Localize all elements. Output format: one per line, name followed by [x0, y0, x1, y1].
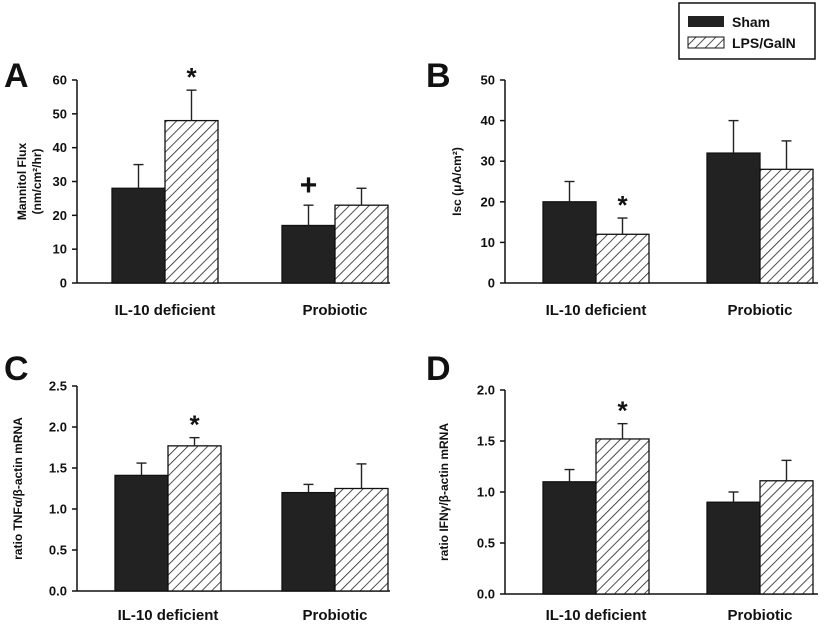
panel-letter: C: [4, 350, 29, 388]
significance-asterisk: *: [617, 396, 628, 426]
panel-d: D 0.0 0.5 1.0 1.5 2.0 ratio IFNγ/β-actin mRNA I…: [426, 350, 818, 624]
y-axis-title: Mannitol Flux(nm/cm²/hr): [15, 143, 44, 221]
y-tick-label: 60: [53, 73, 67, 88]
bar-lps-galn: [595, 438, 650, 595]
category-label: IL-10 deficient: [115, 302, 216, 319]
y-tick-label: 1.0: [49, 502, 67, 517]
y-axis-title: ratio IFNγ/β-actin mRNA: [437, 423, 451, 561]
bar-lps-galn: [167, 445, 222, 592]
y-tick-label: 30: [481, 154, 495, 169]
panel-letter: B: [426, 57, 451, 95]
category-label: IL-10 deficient: [546, 607, 647, 624]
bar-lps-galn: [334, 487, 389, 592]
significance-asterisk: *: [617, 190, 628, 220]
bar-sham: [111, 187, 166, 284]
y-tick-label: 50: [53, 106, 67, 121]
y-axis-title-line1: Mannitol Flux: [15, 143, 29, 221]
y-tick-label: 2.0: [49, 420, 67, 435]
category-label: Probiotic: [302, 607, 367, 624]
category-label: Probiotic: [727, 607, 792, 624]
y-axis-title-line2: (nm/cm²/hr): [30, 148, 44, 214]
y-tick-label: 40: [53, 140, 67, 155]
y-tick-label: 0.5: [49, 543, 67, 558]
bar-sham: [706, 501, 761, 595]
bar-lps-galn: [759, 480, 814, 595]
y-tick-label: 2.5: [49, 379, 67, 394]
bar-sham: [542, 481, 597, 595]
panel-letter: A: [4, 57, 29, 95]
y-tick-label: 0.0: [477, 587, 495, 602]
bar-sham: [281, 224, 336, 284]
y-tick-label: 50: [481, 73, 495, 88]
y-tick-label: 1.5: [49, 461, 67, 476]
y-tick-label: 0: [488, 276, 495, 291]
bar-lps-galn: [759, 168, 814, 284]
y-tick-label: 10: [53, 242, 67, 257]
y-tick-label: 2.0: [477, 383, 495, 398]
significance-asterisk: *: [186, 62, 197, 92]
y-axis-title: Isc (μA/cm²): [450, 147, 464, 216]
y-tick-label: 20: [53, 208, 67, 223]
category-label: IL-10 deficient: [546, 302, 647, 319]
y-tick-label: 30: [53, 174, 67, 189]
y-tick-label: 40: [481, 113, 495, 128]
panel-a: A 0 10 20 30 40 50 60 Mannitol Flux(nm/cm²/hr) IL…: [4, 57, 390, 319]
category-label: Probiotic: [302, 302, 367, 319]
y-tick-label: 1.5: [477, 434, 495, 449]
legend-box: [678, 2, 816, 60]
panel-letter: D: [426, 350, 451, 388]
bar-sham: [542, 201, 597, 284]
bar-sham: [281, 491, 336, 592]
y-axis-title: ratio TNFα/β-actin mRNA: [11, 417, 25, 560]
legend: Sham LPS/GalN: [678, 2, 816, 60]
y-tick-label: 20: [481, 194, 495, 209]
panel-b: B 0 10 20 30 40 50 Isc (μA/cm²) IL-10 deficient P…: [426, 57, 818, 319]
legend-label-lps: LPS/GalN: [732, 35, 796, 51]
legend-swatch-sham: [688, 16, 724, 27]
significance-asterisk: *: [189, 410, 200, 440]
category-label: IL-10 deficient: [118, 607, 219, 624]
category-label: Probiotic: [727, 302, 792, 319]
legend-swatch-lps: [687, 36, 725, 49]
y-tick-label: 0: [60, 276, 67, 291]
bar-sham: [706, 152, 761, 284]
legend-label-sham: Sham: [732, 14, 770, 30]
bar-lps-galn: [595, 233, 650, 284]
y-tick-label: 1.0: [477, 485, 495, 500]
significance-plus: +: [300, 169, 318, 202]
y-tick-label: 0.5: [477, 536, 495, 551]
panel-c: C 0.0 0.5 1.0 1.5 2.0 2.5 ratio TNFα/β-actin mR…: [4, 350, 390, 624]
y-tick-label: 10: [481, 235, 495, 250]
bar-lps-galn: [334, 204, 389, 284]
y-tick-label: 0.0: [49, 584, 67, 599]
bar-lps-galn: [164, 119, 219, 284]
bar-sham: [114, 474, 169, 592]
